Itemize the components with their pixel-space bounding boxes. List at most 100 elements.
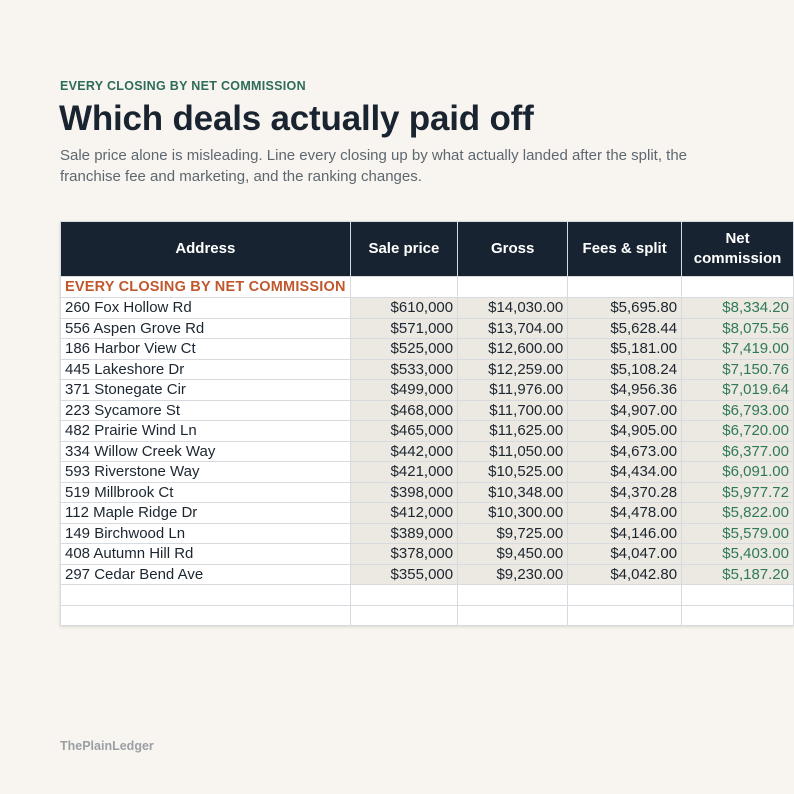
empty-cell[interactable]	[457, 276, 569, 298]
cell-address[interactable]: 334 Willow Creek Way	[60, 440, 351, 462]
cell-sale-price[interactable]: $442,000	[349, 440, 459, 462]
empty-cell[interactable]	[567, 604, 683, 626]
cell-net-commission[interactable]: $6,091.00	[681, 461, 794, 483]
cell-fees-split[interactable]: $4,673.00	[567, 440, 683, 462]
cell-net-commission[interactable]: $7,419.00	[681, 338, 794, 360]
empty-cell[interactable]	[457, 584, 569, 606]
empty-cell[interactable]	[681, 604, 794, 626]
cell-fees-split[interactable]: $5,695.80	[567, 297, 683, 319]
cell-net-commission[interactable]: $5,579.00	[681, 522, 794, 544]
sheet-caption[interactable]: EVERY CLOSING BY NET COMMISSION	[60, 276, 351, 298]
cell-sale-price[interactable]: $421,000	[349, 461, 459, 483]
cell-gross[interactable]: $11,050.00	[457, 440, 569, 462]
closings-spreadsheet: EVERY CLOSING BY NET COMMISSION Address …	[60, 221, 794, 626]
cell-net-commission[interactable]: $8,334.20	[681, 297, 794, 319]
cell-fees-split[interactable]: $4,956.36	[567, 379, 683, 401]
cell-address[interactable]: 408 Autumn Hill Rd	[60, 543, 351, 565]
cell-address[interactable]: 593 Riverstone Way	[60, 461, 351, 483]
cell-address[interactable]: 519 Millbrook Ct	[60, 481, 351, 503]
cell-net-commission[interactable]: $5,822.00	[681, 502, 794, 524]
cell-sale-price[interactable]: $499,000	[349, 379, 459, 401]
header-row: Address Sale price Gross Fees & split Ne…	[60, 221, 794, 277]
column-header-sale-price[interactable]: Sale price	[349, 221, 459, 277]
cell-fees-split[interactable]: $4,905.00	[567, 420, 683, 442]
cell-sale-price[interactable]: $355,000	[349, 563, 459, 585]
cell-fees-split[interactable]: $4,370.28	[567, 481, 683, 503]
cell-address[interactable]: 186 Harbor View Ct	[60, 338, 351, 360]
column-header-fees-split[interactable]: Fees & split	[567, 221, 683, 277]
cell-fees-split[interactable]: $4,146.00	[567, 522, 683, 544]
cell-gross[interactable]: $9,230.00	[457, 563, 569, 585]
empty-cell[interactable]	[681, 584, 794, 606]
empty-cell[interactable]	[457, 604, 569, 626]
cell-fees-split[interactable]: $4,434.00	[567, 461, 683, 483]
empty-cell[interactable]	[349, 276, 459, 298]
cell-gross[interactable]: $11,700.00	[457, 399, 569, 421]
cell-net-commission[interactable]: $7,150.76	[681, 358, 794, 380]
cell-net-commission[interactable]: $5,187.20	[681, 563, 794, 585]
cell-gross[interactable]: $14,030.00	[457, 297, 569, 319]
caption-row: EVERY CLOSING BY NET COMMISSION	[60, 276, 794, 298]
cell-fees-split[interactable]: $4,907.00	[567, 399, 683, 421]
cell-address[interactable]: 371 Stonegate Cir	[60, 379, 351, 401]
cell-gross[interactable]: $11,625.00	[457, 420, 569, 442]
empty-cell[interactable]	[567, 276, 683, 298]
empty-cell[interactable]	[60, 604, 351, 626]
cell-fees-split[interactable]: $5,181.00	[567, 338, 683, 360]
cell-gross[interactable]: $12,600.00	[457, 338, 569, 360]
cell-address[interactable]: 482 Prairie Wind Ln	[60, 420, 351, 442]
cell-net-commission[interactable]: $7,019.64	[681, 379, 794, 401]
cell-sale-price[interactable]: $389,000	[349, 522, 459, 544]
cell-sale-price[interactable]: $465,000	[349, 420, 459, 442]
empty-cell[interactable]	[567, 584, 683, 606]
cell-net-commission[interactable]: $5,403.00	[681, 543, 794, 565]
cell-address[interactable]: 556 Aspen Grove Rd	[60, 317, 351, 339]
cell-sale-price[interactable]: $378,000	[349, 543, 459, 565]
cell-sale-price[interactable]: $468,000	[349, 399, 459, 421]
cell-gross[interactable]: $12,259.00	[457, 358, 569, 380]
cell-fees-split[interactable]: $5,628.44	[567, 317, 683, 339]
cell-fees-split[interactable]: $4,478.00	[567, 502, 683, 524]
cell-gross[interactable]: $10,348.00	[457, 481, 569, 503]
table-row: 408 Autumn Hill Rd $378,000 $9,450.00 $4,04…	[60, 543, 794, 565]
cell-sale-price[interactable]: $533,000	[349, 358, 459, 380]
column-header-gross[interactable]: Gross	[457, 221, 569, 277]
cell-address[interactable]: 445 Lakeshore Dr	[60, 358, 351, 380]
cell-fees-split[interactable]: $5,108.24	[567, 358, 683, 380]
column-header-net-commission[interactable]: Net commission	[681, 221, 794, 277]
empty-cell[interactable]	[60, 584, 351, 606]
cell-fees-split[interactable]: $4,042.80	[567, 563, 683, 585]
cell-net-commission[interactable]: $5,977.72	[681, 481, 794, 503]
column-header-address[interactable]: Address	[60, 221, 351, 277]
cell-gross[interactable]: $9,450.00	[457, 543, 569, 565]
cell-sale-price[interactable]: $412,000	[349, 502, 459, 524]
table-row: 186 Harbor View Ct $525,000 $12,600.00 $5,1…	[60, 338, 794, 360]
cell-gross[interactable]: $10,525.00	[457, 461, 569, 483]
cell-gross[interactable]: $10,300.00	[457, 502, 569, 524]
cell-sale-price[interactable]: $571,000	[349, 317, 459, 339]
cell-gross[interactable]: $11,976.00	[457, 379, 569, 401]
empty-cell[interactable]	[349, 604, 459, 626]
cell-address[interactable]: 149 Birchwood Ln	[60, 522, 351, 544]
empty-cell[interactable]	[349, 584, 459, 606]
cell-address[interactable]: 112 Maple Ridge Dr	[60, 502, 351, 524]
cell-sale-price[interactable]: $610,000	[349, 297, 459, 319]
page-subtitle: Sale price alone is misleading. Line eve…	[60, 147, 688, 185]
cell-address[interactable]: 297 Cedar Bend Ave	[60, 563, 351, 585]
cell-gross[interactable]: $13,704.00	[457, 317, 569, 339]
table-row: 519 Millbrook Ct $398,000 $10,348.00 $4,370…	[60, 481, 794, 503]
cell-net-commission[interactable]: $6,377.00	[681, 440, 794, 462]
table-body: 260 Fox Hollow Rd $610,000 $14,030.00 $5,69…	[60, 297, 794, 626]
table-row: 371 Stonegate Cir $499,000 $11,976.00 $4,95…	[60, 379, 794, 401]
cell-address[interactable]: 260 Fox Hollow Rd	[60, 297, 351, 319]
empty-cell[interactable]	[681, 276, 794, 298]
cell-net-commission[interactable]: $6,793.00	[681, 399, 794, 421]
cell-sale-price[interactable]: $398,000	[349, 481, 459, 503]
cell-gross[interactable]: $9,725.00	[457, 522, 569, 544]
cell-sale-price[interactable]: $525,000	[349, 338, 459, 360]
cell-address[interactable]: 223 Sycamore St	[60, 399, 351, 421]
cell-fees-split[interactable]: $4,047.00	[567, 543, 683, 565]
cell-net-commission[interactable]: $6,720.00	[681, 420, 794, 442]
cell-net-commission[interactable]: $8,075.56	[681, 317, 794, 339]
